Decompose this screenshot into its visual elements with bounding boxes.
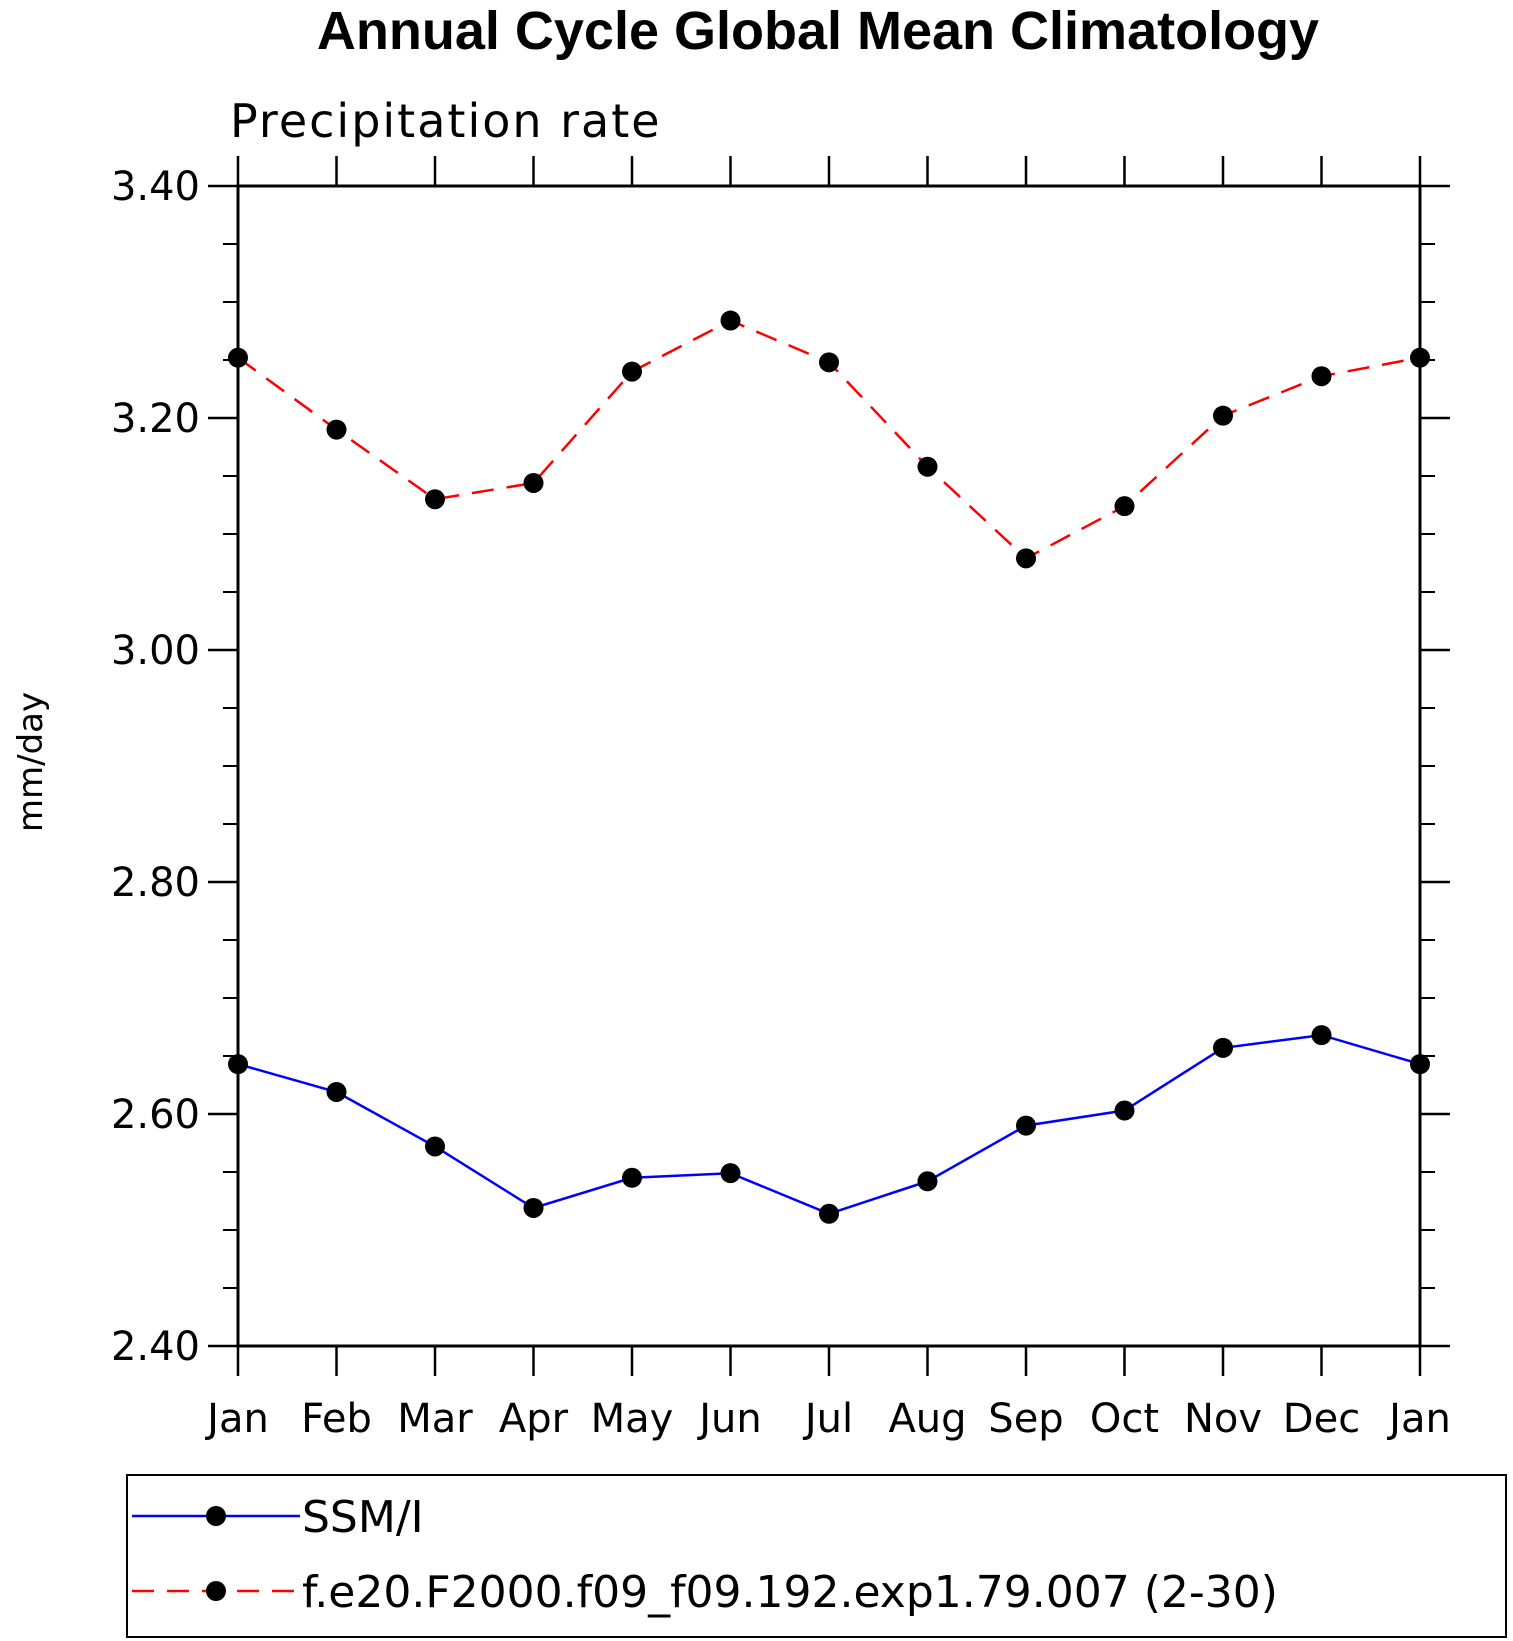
- data-point-0: [1016, 1115, 1036, 1136]
- legend-marker-model: [206, 1581, 226, 1601]
- y-tick-label: 3.40: [111, 164, 200, 210]
- x-tick-label: Dec: [1283, 1396, 1360, 1442]
- legend-box: [126, 1474, 1507, 1638]
- y-tick-label: 2.40: [111, 1324, 200, 1370]
- data-point-0: [228, 1054, 248, 1075]
- data-point-0: [1213, 1037, 1233, 1058]
- legend-label-model: f.e20.F2000.f09_f09.192.exp1.79.007 (2-3…: [302, 1567, 1278, 1618]
- x-tick-label: Feb: [301, 1396, 372, 1442]
- x-tick-label: Nov: [1184, 1396, 1262, 1442]
- series-lines: [237, 319, 1421, 1216]
- y-tick-label: 2.60: [111, 1092, 200, 1138]
- x-tick-label: Jun: [696, 1396, 762, 1442]
- x-tick-label: Oct: [1090, 1396, 1159, 1442]
- x-tick-label: Sep: [988, 1396, 1063, 1442]
- x-tick-label: May: [591, 1396, 674, 1442]
- data-point-0: [622, 1167, 642, 1188]
- data-point-0: [425, 1136, 445, 1157]
- x-tick-label: Jan: [204, 1396, 269, 1442]
- data-point-0: [523, 1197, 544, 1218]
- chart-title: Annual Cycle Global Mean Climatology: [317, 1, 1319, 61]
- data-point-1: [720, 310, 741, 331]
- data-point-1: [228, 347, 248, 368]
- data-point-0: [720, 1163, 741, 1184]
- x-tick-label: Aug: [888, 1396, 966, 1442]
- data-point-1: [523, 472, 544, 493]
- data-point-1: [1213, 405, 1233, 426]
- y-tick-label: 2.80: [111, 860, 200, 906]
- x-tick-label: Jul: [802, 1396, 853, 1442]
- series-points: [228, 310, 1430, 1224]
- series-line-0: [237, 1033, 1421, 1216]
- y-tick-label: 3.00: [111, 628, 200, 674]
- data-point-0: [1410, 1054, 1430, 1075]
- data-point-0: [326, 1081, 347, 1102]
- data-point-0: [1311, 1025, 1332, 1046]
- data-point-1: [819, 352, 839, 373]
- axis-ticks: Jan Feb Mar Apr May Jun Jul Aug Sep Oct Nov Dec Jan2…: [111, 156, 1451, 1442]
- data-point-0: [819, 1203, 839, 1224]
- legend-marker-ssmi: [206, 1506, 226, 1526]
- y-tick-label: 3.20: [111, 396, 200, 442]
- data-point-1: [326, 419, 347, 440]
- data-point-1: [622, 361, 642, 382]
- data-point-1: [1016, 548, 1036, 569]
- chart-subtitle: Precipitation rate: [230, 94, 662, 148]
- legend: SSM/I f.e20.F2000.f09_f09.192.exp1.79.00…: [126, 1474, 1507, 1638]
- data-point-0: [1114, 1100, 1135, 1121]
- data-point-1: [917, 456, 938, 477]
- legend-label-ssmi: SSM/I: [302, 1492, 424, 1543]
- y-axis-label: mm/day: [11, 692, 51, 832]
- x-tick-label: Mar: [397, 1396, 473, 1442]
- data-point-1: [425, 489, 445, 510]
- x-tick-label: Apr: [499, 1396, 569, 1442]
- x-tick-label: Jan: [1386, 1396, 1451, 1442]
- data-point-1: [1311, 366, 1332, 387]
- data-point-1: [1410, 347, 1430, 368]
- data-point-0: [917, 1171, 938, 1192]
- data-point-1: [1114, 496, 1135, 517]
